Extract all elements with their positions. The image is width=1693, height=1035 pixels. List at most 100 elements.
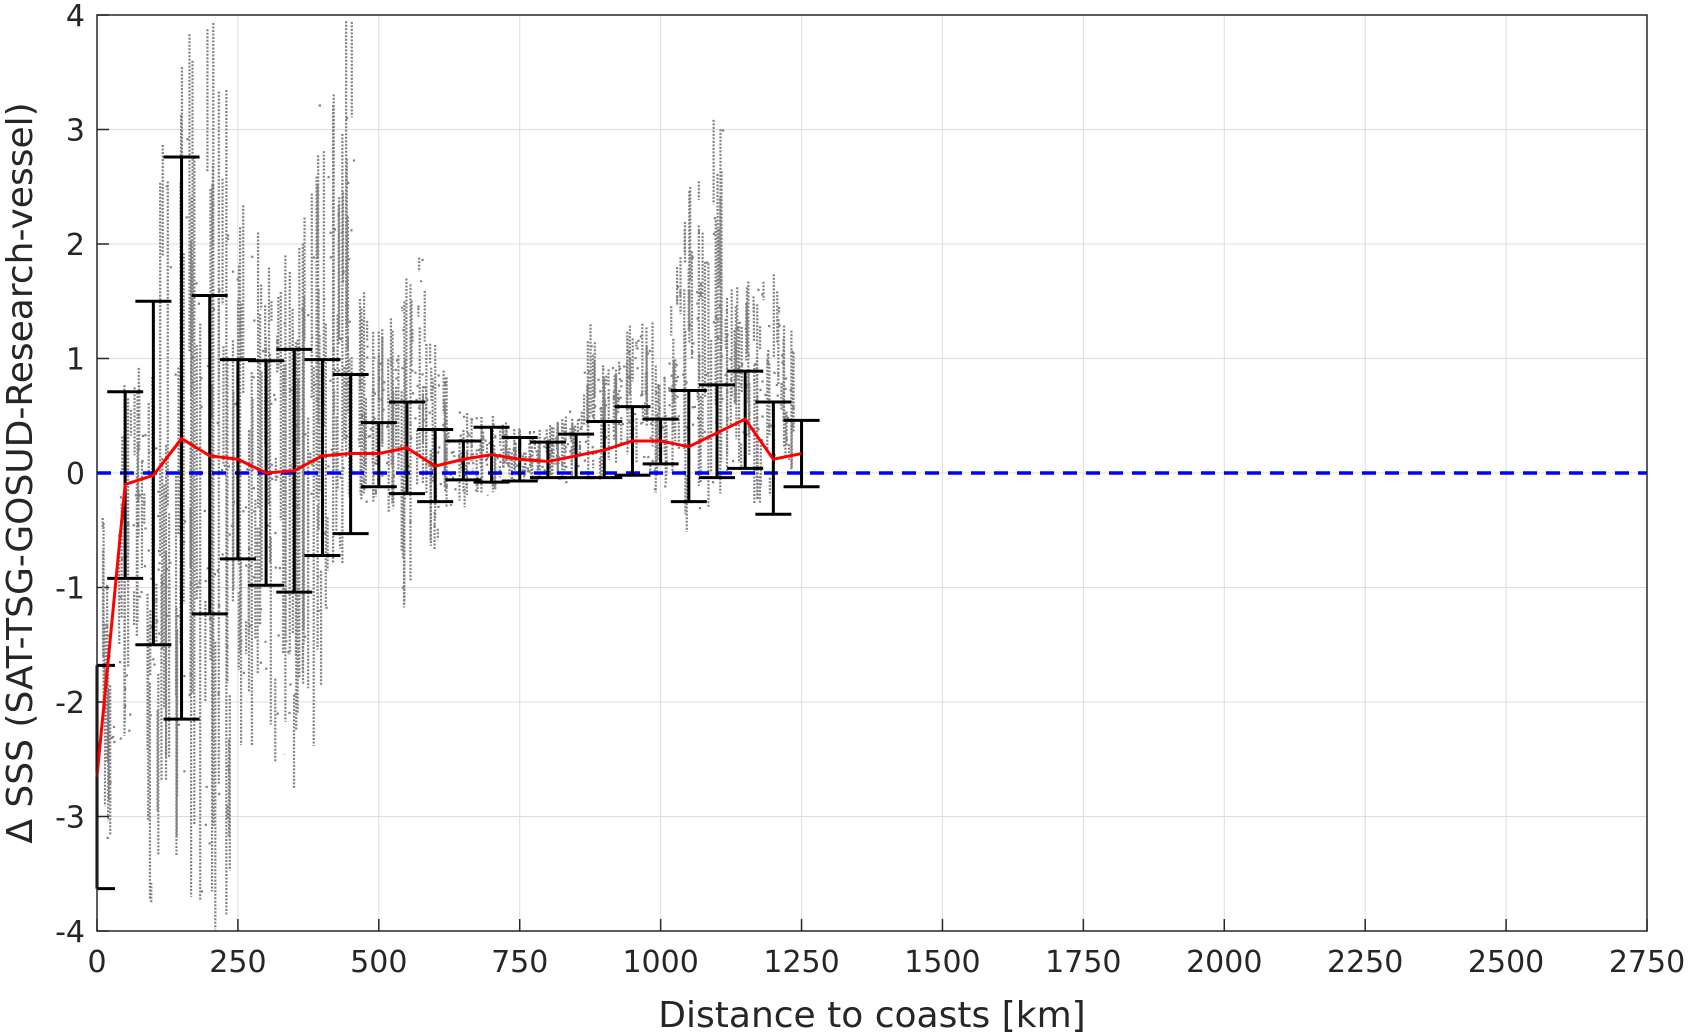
- scatter-point: [190, 474, 193, 477]
- scatter-point: [726, 333, 729, 336]
- scatter-point: [267, 524, 270, 527]
- scatter-point: [776, 394, 779, 397]
- scatter-point: [655, 391, 658, 395]
- scatter-point: [650, 422, 653, 425]
- scatter-point: [729, 378, 732, 381]
- scatter-point: [197, 302, 201, 305]
- y-tick-label: -1: [55, 572, 85, 607]
- scatter-point: [415, 398, 418, 402]
- scatter-point: [736, 357, 739, 360]
- scatter-point: [303, 635, 307, 638]
- scatter-point: [564, 438, 567, 441]
- scatter-point: [203, 509, 206, 513]
- scatter-point: [119, 595, 122, 599]
- scatter-point: [712, 232, 716, 235]
- scatter-point: [190, 536, 193, 539]
- scatter-point: [450, 451, 454, 454]
- scatter-point: [782, 405, 785, 408]
- scatter-point: [578, 446, 582, 449]
- scatter-point: [345, 382, 348, 385]
- scatter-point: [381, 474, 384, 477]
- scatter-point: [637, 339, 640, 342]
- scatter-point: [587, 387, 590, 390]
- scatter-point: [346, 305, 349, 308]
- scatter-point: [365, 500, 368, 503]
- scatter-point: [200, 405, 203, 409]
- scatter-point: [110, 736, 113, 739]
- scatter-point: [477, 448, 481, 452]
- scatter-point: [513, 441, 517, 445]
- scatter-point: [106, 625, 109, 628]
- scatter-point: [204, 580, 207, 583]
- scatter-point: [112, 735, 115, 739]
- scatter-point: [761, 293, 764, 296]
- scatter-point: [411, 369, 414, 372]
- scatter-point: [452, 450, 455, 454]
- scatter-point: [732, 460, 735, 463]
- scatter-point: [177, 723, 181, 726]
- scatter-point: [548, 466, 551, 469]
- scatter-point: [696, 416, 700, 420]
- scatter-point: [206, 567, 209, 570]
- scatter-point: [620, 380, 623, 383]
- scatter-point: [249, 564, 252, 568]
- scatter-point: [270, 402, 273, 405]
- scatter-point: [653, 488, 657, 491]
- scatter-point: [433, 524, 436, 527]
- scatter-point: [333, 228, 337, 231]
- scatter-point: [627, 350, 631, 354]
- scatter-point: [414, 417, 417, 420]
- scatter-point: [757, 288, 760, 291]
- scatter-point: [791, 350, 794, 353]
- y-tick-label: 0: [66, 457, 85, 492]
- scatter-point: [720, 346, 723, 350]
- scatter-point: [661, 426, 664, 429]
- scatter-point: [281, 479, 284, 482]
- scatter-point: [232, 500, 236, 504]
- scatter-point: [342, 270, 345, 274]
- x-tick-labels: 0 250 500 750 1000 1250 1500 1750 2000 2250 2500 27…: [87, 945, 1685, 980]
- y-axis-label: Δ SSS (SAT-TSG-GOSUD-Research-vessel): [0, 102, 41, 843]
- scatter-point: [138, 595, 141, 598]
- scatter-point: [340, 337, 343, 340]
- scatter-point: [676, 375, 680, 378]
- scatter-point: [692, 342, 695, 345]
- scatter-point: [524, 470, 527, 473]
- scatter-point: [500, 448, 503, 452]
- scatter-point: [768, 424, 771, 428]
- scatter-point: [555, 437, 558, 440]
- scatter-point: [507, 454, 510, 457]
- scatter-point: [421, 373, 424, 376]
- scatter-point: [242, 671, 245, 674]
- scatter-point: [270, 463, 274, 466]
- scatter-point: [165, 185, 168, 188]
- scatter-point: [789, 388, 792, 392]
- scatter-point: [756, 416, 759, 420]
- scatter-point: [239, 474, 242, 478]
- scatter-point: [766, 361, 770, 364]
- scatter-point: [364, 461, 367, 464]
- scatter-point: [791, 424, 795, 427]
- scatter-point: [160, 661, 163, 664]
- scatter-point: [227, 465, 230, 468]
- scatter-point: [106, 836, 109, 840]
- scatter-point: [236, 278, 239, 281]
- scatter-point: [183, 675, 186, 678]
- scatter-point: [671, 422, 674, 425]
- scatter-point: [645, 411, 649, 414]
- scatter-point: [682, 373, 685, 376]
- scatter-point: [373, 392, 376, 395]
- scatter-point: [646, 352, 650, 355]
- scatter-point: [564, 450, 567, 453]
- scatter-point: [698, 506, 702, 510]
- scatter-point: [538, 456, 541, 459]
- scatter-point: [698, 354, 701, 357]
- scatter-point: [428, 411, 431, 414]
- scatter-point: [753, 378, 756, 381]
- scatter-point: [210, 541, 213, 544]
- scatter-point: [676, 285, 679, 288]
- scatter-point: [422, 419, 425, 422]
- scatter-point: [246, 468, 249, 471]
- scatter-point: [102, 654, 105, 657]
